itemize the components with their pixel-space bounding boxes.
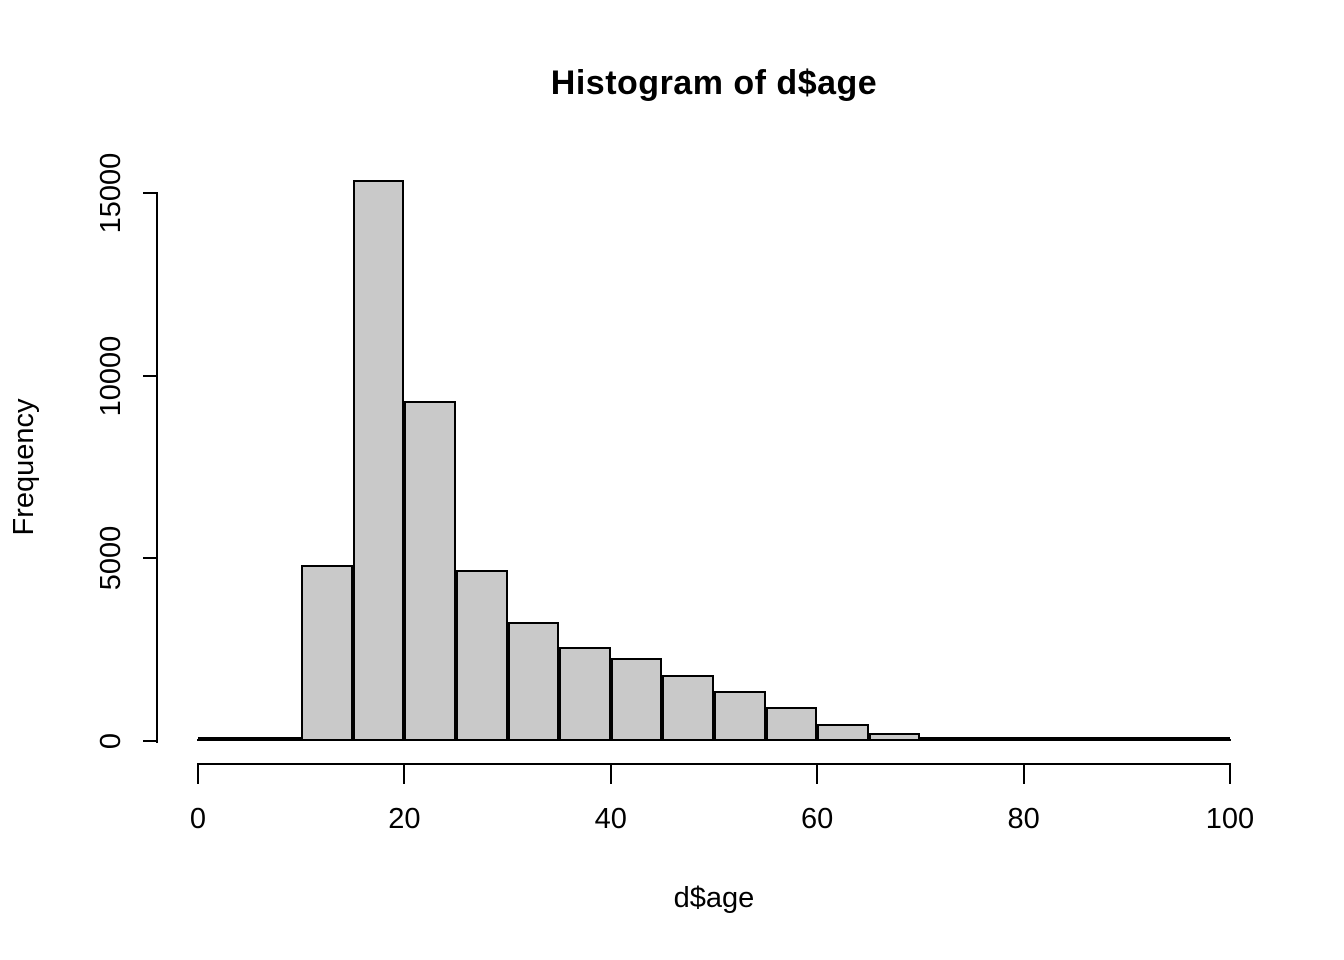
x-tick: [403, 763, 406, 784]
histogram-bar: [404, 400, 456, 741]
y-tick-label: 15000: [95, 152, 127, 234]
histogram-bar: [352, 179, 405, 741]
y-tick-label: 10000: [95, 335, 127, 416]
histogram-bar: [456, 570, 508, 741]
histogram-bar: [559, 647, 611, 741]
histogram-bar: [765, 706, 818, 741]
x-tick: [609, 763, 612, 784]
x-tick: [1229, 763, 1231, 784]
histogram-bar: [662, 674, 714, 741]
y-tick: [143, 374, 158, 377]
histogram-bar: [301, 565, 353, 741]
x-axis-title: d$age: [673, 882, 755, 914]
y-tick-label: 0: [95, 732, 127, 750]
chart-title: Histogram of d$age: [550, 64, 878, 102]
y-tick: [143, 557, 158, 560]
x-tick-label: 0: [189, 803, 207, 835]
x-tick-label: 80: [1007, 803, 1040, 835]
x-tick-label: 60: [801, 803, 834, 835]
x-tick: [1022, 763, 1025, 784]
x-axis-line: [197, 763, 1231, 765]
x-tick-label: 100: [1205, 803, 1255, 835]
y-tick: [143, 740, 158, 742]
y-axis-line: [156, 193, 158, 743]
x-tick: [197, 763, 199, 784]
x-tick: [816, 763, 819, 784]
histogram-bar: [610, 658, 663, 741]
histogram-bar: [714, 690, 766, 741]
plot-area: [197, 179, 1231, 741]
baseline: [197, 739, 1231, 741]
x-tick-label: 20: [388, 803, 421, 835]
y-tick-label: 5000: [95, 526, 127, 591]
histogram-bar: [507, 621, 560, 741]
y-axis-title: Frequency: [8, 398, 40, 536]
y-tick: [143, 192, 158, 194]
x-tick-label: 40: [594, 803, 627, 835]
